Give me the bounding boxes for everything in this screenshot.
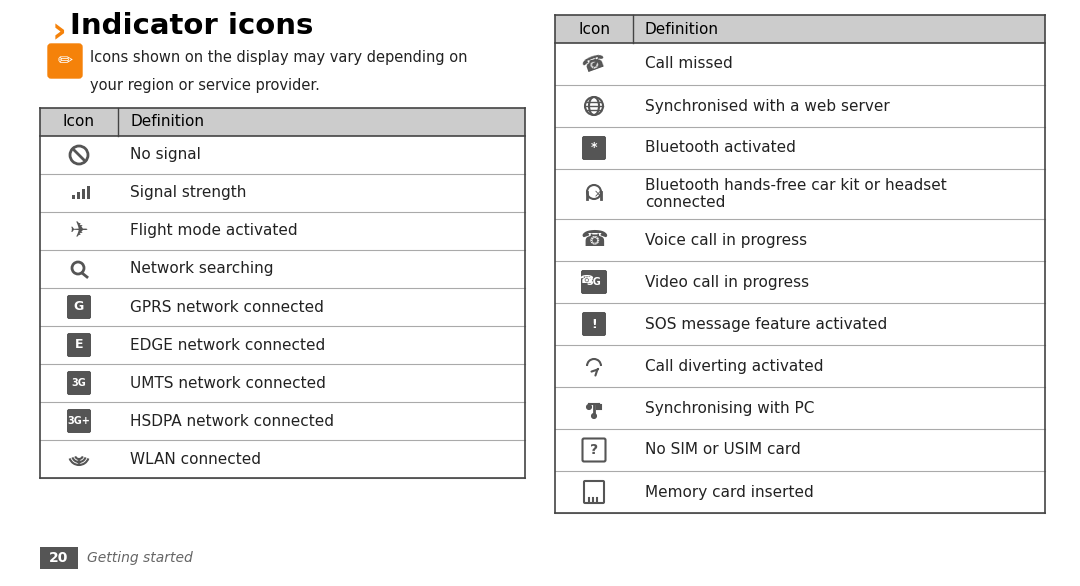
Text: ✏: ✏ bbox=[57, 52, 72, 70]
Text: GPRS network connected: GPRS network connected bbox=[130, 299, 324, 315]
Text: WLAN connected: WLAN connected bbox=[130, 451, 261, 466]
Text: ☎: ☎ bbox=[579, 51, 609, 77]
FancyBboxPatch shape bbox=[582, 137, 606, 159]
FancyBboxPatch shape bbox=[67, 372, 91, 394]
Text: Network searching: Network searching bbox=[130, 261, 273, 277]
Text: Icon: Icon bbox=[578, 22, 610, 36]
Text: ☎: ☎ bbox=[579, 275, 593, 285]
Text: Call missed: Call missed bbox=[645, 56, 732, 71]
Text: Bluetooth hands-free car kit or headset
connected: Bluetooth hands-free car kit or headset … bbox=[645, 178, 947, 210]
Text: SOS message feature activated: SOS message feature activated bbox=[645, 316, 888, 332]
Text: Signal strength: Signal strength bbox=[130, 186, 246, 200]
Bar bbox=[72, 195, 75, 199]
FancyBboxPatch shape bbox=[67, 410, 91, 432]
Text: Icons shown on the display may vary depending on: Icons shown on the display may vary depe… bbox=[90, 50, 468, 65]
Bar bbox=[77, 192, 80, 199]
Text: ×: × bbox=[594, 189, 602, 199]
Text: Bluetooth activated: Bluetooth activated bbox=[645, 141, 796, 155]
Text: ›: › bbox=[52, 15, 67, 49]
Text: UMTS network connected: UMTS network connected bbox=[130, 376, 326, 390]
Text: Call diverting activated: Call diverting activated bbox=[645, 359, 824, 373]
Text: ✈: ✈ bbox=[70, 221, 89, 241]
Text: G: G bbox=[73, 301, 84, 314]
Bar bbox=[82, 189, 85, 199]
Text: No signal: No signal bbox=[130, 148, 201, 162]
Text: EDGE network connected: EDGE network connected bbox=[130, 338, 325, 353]
Text: ?: ? bbox=[590, 443, 598, 457]
Bar bbox=[555, 15, 1045, 43]
Text: Synchronised with a web server: Synchronised with a web server bbox=[645, 98, 890, 114]
FancyBboxPatch shape bbox=[48, 44, 82, 78]
FancyBboxPatch shape bbox=[582, 312, 606, 336]
Text: Definition: Definition bbox=[645, 22, 719, 36]
Text: Icon: Icon bbox=[63, 114, 95, 130]
Text: 3G: 3G bbox=[71, 378, 86, 388]
Text: Definition: Definition bbox=[130, 114, 204, 130]
Text: !: ! bbox=[591, 318, 597, 331]
Text: Getting started: Getting started bbox=[87, 551, 192, 565]
Text: *: * bbox=[591, 141, 597, 155]
Bar bbox=[597, 405, 600, 409]
Text: 20: 20 bbox=[50, 551, 69, 565]
Text: Indicator icons: Indicator icons bbox=[70, 12, 313, 40]
Text: No SIM or USIM card: No SIM or USIM card bbox=[645, 442, 800, 458]
Text: 3G+: 3G+ bbox=[68, 416, 91, 426]
FancyBboxPatch shape bbox=[582, 438, 606, 462]
Text: your region or service provider.: your region or service provider. bbox=[90, 78, 320, 93]
Text: Voice call in progress: Voice call in progress bbox=[645, 233, 807, 247]
Text: Synchronising with PC: Synchronising with PC bbox=[645, 400, 814, 415]
Text: Video call in progress: Video call in progress bbox=[645, 274, 809, 289]
FancyBboxPatch shape bbox=[584, 481, 604, 503]
Text: 3G: 3G bbox=[586, 277, 602, 287]
Text: Memory card inserted: Memory card inserted bbox=[645, 485, 813, 499]
Bar bbox=[40, 108, 525, 136]
FancyBboxPatch shape bbox=[581, 271, 607, 294]
Bar bbox=[87, 186, 90, 199]
Circle shape bbox=[77, 460, 81, 464]
Text: ☎: ☎ bbox=[580, 230, 608, 250]
Text: Flight mode activated: Flight mode activated bbox=[130, 223, 298, 239]
Text: HSDPA network connected: HSDPA network connected bbox=[130, 414, 334, 428]
Text: E: E bbox=[75, 339, 83, 352]
FancyBboxPatch shape bbox=[67, 295, 91, 319]
Bar bbox=[40, 547, 78, 569]
FancyBboxPatch shape bbox=[67, 333, 91, 356]
